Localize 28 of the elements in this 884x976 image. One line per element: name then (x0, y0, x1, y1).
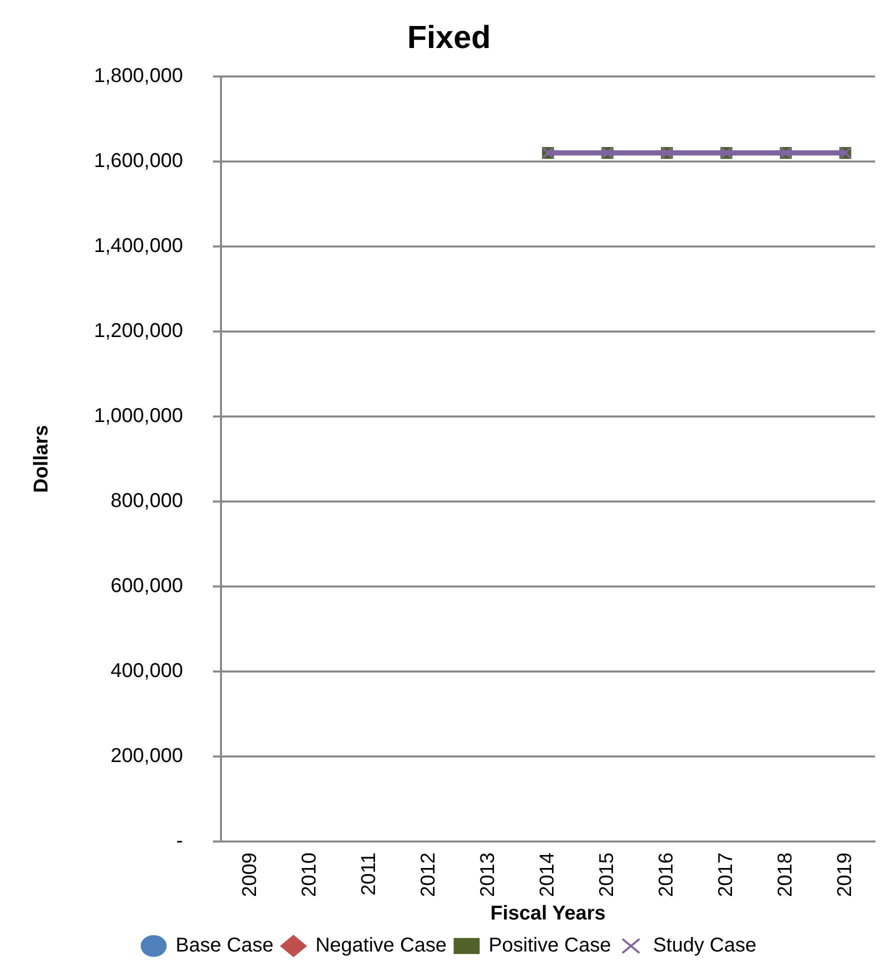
legend-label: Negative Case (315, 934, 447, 957)
x-tick-label: 2012 (418, 852, 440, 898)
x-tick-label: 2018 (774, 852, 796, 898)
x-tick-label: 2017 (714, 852, 737, 898)
legend-label: Positive Case (488, 934, 611, 957)
y-tick-label: 400,000 (110, 660, 183, 682)
legend-label: Base Case (176, 934, 274, 957)
x-tick-label: 2011 (358, 852, 380, 896)
y-tick-label: 1,800,000 (94, 64, 183, 87)
x-tick-label: 2014 (536, 852, 559, 898)
x-tick-label: 2019 (834, 852, 856, 898)
y-tick-label: 800,000 (110, 490, 183, 512)
y-tick-label: - (176, 830, 183, 852)
y-tick-label: 600,000 (110, 574, 183, 597)
y-tick-label: 1,200,000 (94, 320, 183, 342)
x-tick-label: 2010 (298, 852, 321, 898)
y-tick-label: 200,000 (110, 745, 183, 768)
y-axis-title: Dollars (30, 425, 53, 493)
y-tick-label: 1,600,000 (94, 150, 183, 172)
y-tick-label: 1,400,000 (94, 234, 183, 257)
x-tick-label: 2009 (239, 852, 262, 898)
x-tick-label: 2016 (655, 852, 678, 898)
legend-label: Study Case (652, 934, 756, 957)
chart-title: Fixed (407, 19, 491, 56)
x-axis-title: Fiscal Years (490, 902, 606, 925)
x-tick-label: 2013 (477, 852, 500, 898)
x-tick-label: 2015 (596, 852, 618, 898)
y-tick-label: 1,000,000 (94, 404, 183, 427)
